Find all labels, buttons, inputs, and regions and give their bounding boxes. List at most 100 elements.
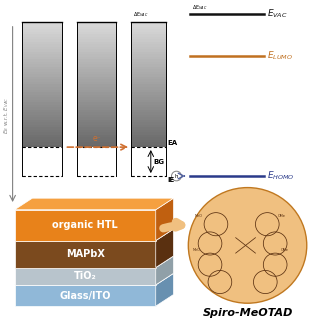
Bar bbox=[22, 49, 62, 52]
Bar bbox=[131, 39, 166, 42]
Bar bbox=[77, 72, 116, 75]
Text: $E_{VAC}$: $E_{VAC}$ bbox=[267, 8, 288, 20]
Circle shape bbox=[188, 188, 307, 303]
Bar bbox=[22, 105, 62, 107]
Bar bbox=[131, 27, 166, 29]
Bar bbox=[131, 102, 166, 105]
Bar bbox=[77, 135, 116, 137]
Bar bbox=[131, 84, 166, 87]
Bar bbox=[22, 67, 62, 69]
Bar bbox=[22, 92, 62, 94]
Bar bbox=[131, 82, 166, 84]
Bar bbox=[131, 120, 166, 122]
Bar bbox=[77, 47, 116, 49]
Bar bbox=[77, 39, 116, 42]
Bar bbox=[22, 112, 62, 115]
Bar bbox=[15, 210, 156, 241]
Bar bbox=[77, 87, 116, 90]
Bar bbox=[77, 82, 116, 84]
Bar bbox=[15, 285, 156, 306]
Text: BG: BG bbox=[154, 159, 165, 164]
Bar bbox=[131, 100, 166, 102]
Bar bbox=[22, 29, 62, 32]
Bar bbox=[22, 132, 62, 135]
Bar bbox=[22, 52, 62, 54]
Bar bbox=[131, 47, 166, 49]
Bar bbox=[22, 42, 62, 44]
Text: h: h bbox=[175, 173, 178, 179]
Bar bbox=[131, 115, 166, 117]
Bar bbox=[77, 117, 116, 120]
Bar bbox=[77, 122, 116, 124]
Bar bbox=[77, 124, 116, 127]
Bar bbox=[22, 135, 62, 137]
Bar bbox=[77, 130, 116, 132]
Bar bbox=[131, 132, 166, 135]
Bar bbox=[131, 109, 166, 112]
Text: Glass/ITO: Glass/ITO bbox=[60, 291, 111, 300]
Polygon shape bbox=[15, 256, 173, 268]
Bar bbox=[131, 52, 166, 54]
Bar bbox=[77, 137, 116, 140]
Bar bbox=[131, 79, 166, 82]
Bar bbox=[131, 94, 166, 97]
Bar bbox=[77, 54, 116, 57]
Bar bbox=[131, 142, 166, 145]
Bar bbox=[22, 84, 62, 87]
Bar bbox=[131, 77, 166, 79]
Bar bbox=[22, 115, 62, 117]
Bar bbox=[22, 72, 62, 75]
Text: e⁻: e⁻ bbox=[92, 134, 101, 143]
Bar bbox=[131, 69, 166, 72]
Bar bbox=[131, 67, 166, 69]
Bar bbox=[22, 102, 62, 105]
Bar bbox=[77, 107, 116, 109]
Bar bbox=[22, 117, 62, 120]
Bar bbox=[77, 60, 116, 62]
Bar bbox=[77, 132, 116, 135]
Text: organic HTL: organic HTL bbox=[52, 220, 118, 230]
Bar bbox=[77, 97, 116, 100]
Bar bbox=[77, 69, 116, 72]
Text: IE: IE bbox=[168, 177, 175, 183]
Bar bbox=[131, 105, 166, 107]
Bar bbox=[131, 135, 166, 137]
Text: MAPbX: MAPbX bbox=[66, 249, 105, 259]
Bar bbox=[131, 64, 166, 67]
Bar bbox=[77, 22, 116, 24]
Bar bbox=[77, 145, 116, 147]
Bar bbox=[77, 100, 116, 102]
Bar bbox=[22, 22, 62, 24]
Bar bbox=[131, 62, 166, 64]
Bar bbox=[22, 32, 62, 34]
Bar bbox=[131, 92, 166, 94]
Bar bbox=[77, 24, 116, 27]
Bar bbox=[131, 60, 166, 62]
Bar bbox=[22, 137, 62, 140]
Bar bbox=[77, 102, 116, 105]
Bar bbox=[131, 122, 166, 124]
Bar bbox=[22, 64, 62, 67]
Bar bbox=[131, 112, 166, 115]
Text: $E_B$ w.r.t. $E_{VAC}$: $E_B$ w.r.t. $E_{VAC}$ bbox=[2, 97, 11, 134]
Bar bbox=[22, 79, 62, 82]
Bar bbox=[131, 57, 166, 60]
Bar bbox=[131, 97, 166, 100]
Bar bbox=[77, 64, 116, 67]
Bar bbox=[131, 124, 166, 127]
Bar bbox=[77, 52, 116, 54]
Bar bbox=[22, 62, 62, 64]
Bar bbox=[22, 122, 62, 124]
Bar bbox=[22, 124, 62, 127]
Bar bbox=[77, 120, 116, 122]
Bar bbox=[22, 97, 62, 100]
Bar bbox=[77, 67, 116, 69]
Bar bbox=[77, 62, 116, 64]
Polygon shape bbox=[156, 198, 173, 241]
Bar bbox=[22, 120, 62, 122]
Bar bbox=[131, 127, 166, 130]
Bar bbox=[77, 115, 116, 117]
Bar bbox=[131, 54, 166, 57]
Text: MeO: MeO bbox=[192, 248, 200, 252]
Bar bbox=[15, 241, 156, 268]
